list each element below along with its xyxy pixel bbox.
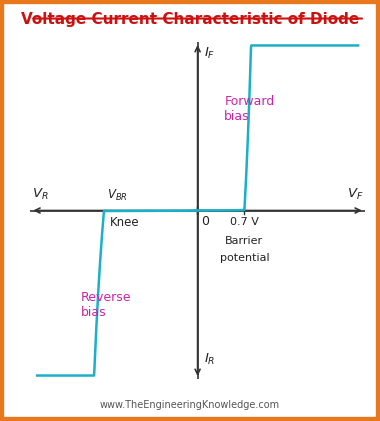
Text: potential: potential xyxy=(220,253,269,263)
Text: Reverse
bias: Reverse bias xyxy=(81,291,131,319)
Text: Forward
bias: Forward bias xyxy=(224,96,275,123)
Text: $V_{F}$: $V_{F}$ xyxy=(347,187,363,202)
Text: $V_{R}$: $V_{R}$ xyxy=(32,187,49,202)
Text: Barrier: Barrier xyxy=(225,236,263,246)
Text: $I_F$: $I_F$ xyxy=(204,45,215,61)
Text: www.TheEngineeringKnowledge.com: www.TheEngineeringKnowledge.com xyxy=(100,400,280,410)
Text: $V_{BR}$: $V_{BR}$ xyxy=(107,188,128,203)
Text: 0: 0 xyxy=(202,215,210,227)
Text: Voltage Current Characteristic of Diode: Voltage Current Characteristic of Diode xyxy=(21,12,359,27)
Text: 0.7 V: 0.7 V xyxy=(230,217,259,227)
Text: Knee: Knee xyxy=(110,216,139,229)
Text: $I_R$: $I_R$ xyxy=(204,352,215,367)
